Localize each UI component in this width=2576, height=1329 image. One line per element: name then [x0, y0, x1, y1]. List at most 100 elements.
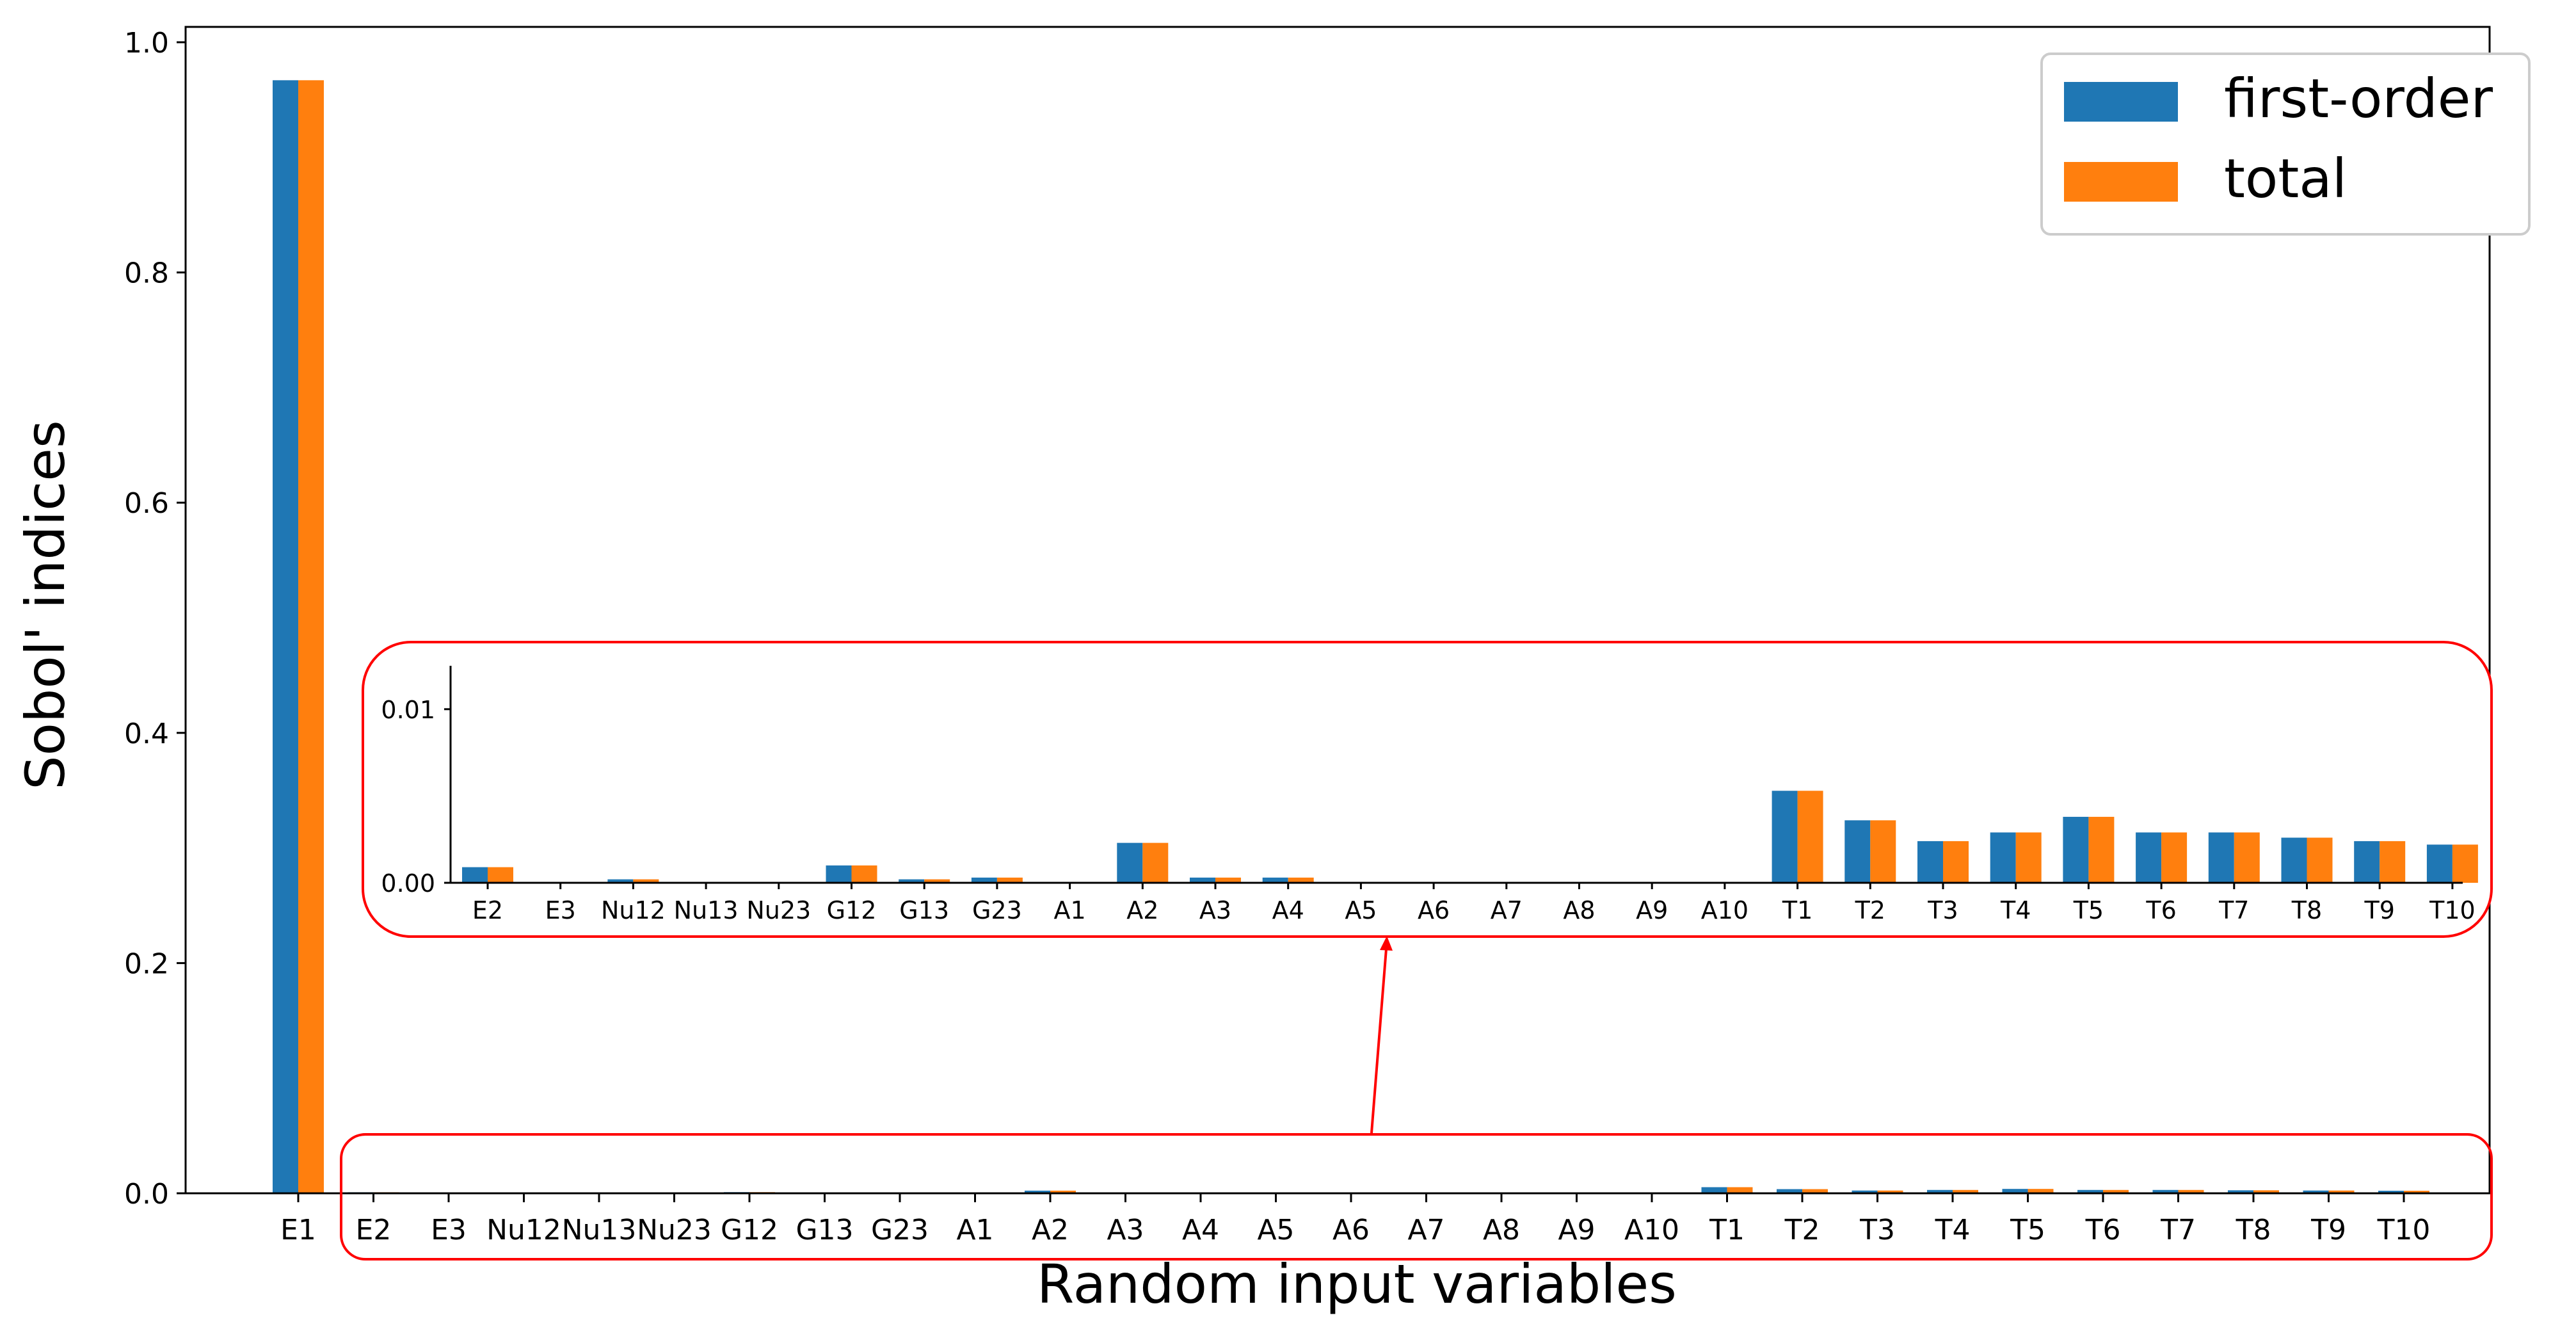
legend-label-total: total — [2224, 147, 2347, 210]
inset-bar-total-G12 — [852, 866, 877, 883]
inset-y-tick-label-1: 0.01 — [381, 696, 435, 724]
inset-bar-total-T7 — [2234, 832, 2260, 883]
y-tick-label-4: 0.8 — [124, 257, 169, 290]
x-tick-label-T10: T10 — [2377, 1214, 2431, 1246]
y-axis-label: Sobol' indices — [14, 420, 77, 789]
inset-x-tick-label-A10: A10 — [1701, 896, 1748, 924]
x-tick-label-A8: A8 — [1483, 1214, 1520, 1246]
main-bars-layer — [273, 80, 2429, 1193]
inset-bar-first-order-T1 — [1772, 791, 1798, 883]
inset-bar-total-T8 — [2307, 837, 2333, 883]
x-tick-label-G23: G23 — [871, 1214, 929, 1246]
x-tick-label-A10: A10 — [1624, 1214, 1679, 1246]
inset-x-tick-label-T1: T1 — [1782, 896, 1812, 924]
inset-x-tick-label-T9: T9 — [2364, 896, 2395, 924]
inset-x-tick-label-A6: A6 — [1418, 896, 1450, 924]
x-tick-label-A2: A2 — [1032, 1214, 1069, 1246]
inset-x-tick-label-G23: G23 — [972, 896, 1022, 924]
x-tick-label-E1: E1 — [280, 1214, 316, 1246]
inset-bar-total-T10 — [2452, 844, 2478, 883]
inset-highlight-box — [363, 642, 2492, 937]
inset-x-tick-label-T7: T7 — [2218, 896, 2249, 924]
bar-first-order-E1 — [273, 80, 298, 1193]
x-tick-label-A4: A4 — [1182, 1214, 1219, 1246]
x-tick-label-A7: A7 — [1407, 1214, 1444, 1246]
x-tick-label-G13: G13 — [796, 1214, 853, 1246]
x-tick-label-A3: A3 — [1107, 1214, 1144, 1246]
x-tick-label-T4: T4 — [1935, 1214, 1971, 1246]
inset-x-tick-label-T3: T3 — [1927, 896, 1958, 924]
inset-x-tick-label-Nu13: Nu13 — [674, 896, 739, 924]
inset-bar-total-T9 — [2380, 841, 2405, 883]
inset-x-tick-label-T6: T6 — [2145, 896, 2176, 924]
inset-x-tick-label-Nu12: Nu12 — [601, 896, 666, 924]
inset-x-tick-label-T5: T5 — [2073, 896, 2104, 924]
x-tick-label-Nu13: Nu13 — [562, 1214, 637, 1246]
x-tick-label-T6: T6 — [2085, 1214, 2121, 1246]
x-tick-label-T3: T3 — [1859, 1214, 1895, 1246]
inset-bar-total-T4 — [2016, 832, 2042, 883]
inset-bar-first-order-T4 — [1990, 832, 2016, 883]
inset-x-tick-label-A1: A1 — [1054, 896, 1086, 924]
x-tick-label-G12: G12 — [721, 1214, 778, 1246]
inset-bar-total-T2 — [1870, 820, 1896, 883]
x-tick-label-E3: E3 — [431, 1214, 467, 1246]
legend: first-order total — [2042, 54, 2529, 234]
x-tick-label-T8: T8 — [2236, 1214, 2271, 1246]
inset-bar-total-A2 — [1142, 843, 1168, 883]
inset-x-tick-label-A8: A8 — [1563, 896, 1595, 924]
inset-bar-first-order-T7 — [2209, 832, 2234, 883]
x-tick-label-T2: T2 — [1784, 1214, 1820, 1246]
bar-total-E1 — [298, 80, 324, 1193]
inset-bar-total-T1 — [1798, 791, 1823, 883]
inset-x-tick-label-E3: E3 — [545, 896, 576, 924]
x-tick-label-A9: A9 — [1558, 1214, 1595, 1246]
inset-y-tick-label-0: 0.00 — [381, 869, 435, 898]
inset-bar-first-order-T9 — [2354, 841, 2380, 883]
inset-x-tick-label-T4: T4 — [2000, 896, 2031, 924]
inset-x-tick-label-A5: A5 — [1345, 896, 1377, 924]
inset-bar-first-order-T6 — [2136, 832, 2161, 883]
inset-x-tick-label-A2: A2 — [1126, 896, 1158, 924]
x-tick-label-A6: A6 — [1332, 1214, 1370, 1246]
legend-swatch-first-order — [2064, 82, 2178, 122]
inset-x-tick-label-A4: A4 — [1272, 896, 1304, 924]
x-tick-label-E2: E2 — [356, 1214, 392, 1246]
legend-label-first-order: first-order — [2224, 67, 2493, 130]
inset-x-tick-label-G13: G13 — [899, 896, 949, 924]
inset-x-tick-label-A9: A9 — [1636, 896, 1668, 924]
inset-bar-first-order-T3 — [1917, 841, 1943, 883]
inset-bar-first-order-T5 — [2063, 817, 2088, 883]
inset-bar-total-E2 — [488, 867, 513, 883]
inset-bar-first-order-G12 — [826, 866, 852, 883]
inset-x-tick-label-G12: G12 — [827, 896, 877, 924]
x-tick-label-A5: A5 — [1257, 1214, 1294, 1246]
y-tick-label-5: 1.0 — [124, 27, 169, 60]
x-axis-label: Random input variables — [1037, 1253, 1677, 1316]
x-tick-label-T7: T7 — [2160, 1214, 2196, 1246]
inset-x-tick-label-A3: A3 — [1199, 896, 1231, 924]
x-tick-label-T1: T1 — [1709, 1214, 1745, 1246]
inset-bar-first-order-T8 — [2282, 837, 2307, 883]
inset-bar-first-order-E2 — [462, 867, 488, 883]
inset-x-tick-label-T2: T2 — [1855, 896, 1885, 924]
inset-x-tick-label-Nu23: Nu23 — [746, 896, 811, 924]
x-tick-label-Nu12: Nu12 — [486, 1214, 561, 1246]
inset-x-tick-label-A7: A7 — [1491, 896, 1523, 924]
y-tick-label-3: 0.6 — [124, 487, 169, 520]
x-tick-label-T9: T9 — [2310, 1214, 2346, 1246]
inset-x-tick-label-T8: T8 — [2291, 896, 2322, 924]
inset-bar-first-order-T2 — [1844, 820, 1870, 883]
x-tick-label-T5: T5 — [2010, 1214, 2045, 1246]
inset-bar-first-order-T10 — [2427, 844, 2452, 883]
x-tick-label-A1: A1 — [956, 1214, 993, 1246]
legend-swatch-total — [2064, 162, 2178, 202]
inset-bar-total-T6 — [2161, 832, 2187, 883]
x-tick-label-Nu23: Nu23 — [637, 1214, 712, 1246]
y-tick-label-1: 0.2 — [124, 947, 169, 980]
zoom-arrow-line — [1372, 949, 1386, 1133]
inset-bar-first-order-A2 — [1117, 843, 1142, 883]
inset-x-tick-label-T10: T10 — [2429, 896, 2476, 924]
